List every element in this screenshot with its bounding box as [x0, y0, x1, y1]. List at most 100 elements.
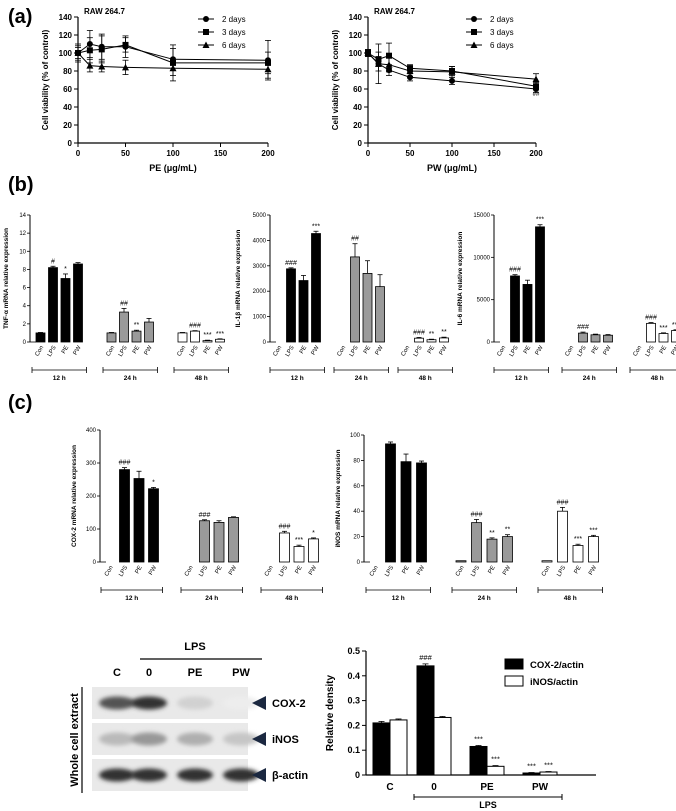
bar [298, 280, 309, 343]
marker-circle [449, 77, 455, 84]
y-tick-label: 40 [63, 103, 72, 112]
legend-label: 3 days [490, 28, 514, 37]
bar [557, 510, 568, 563]
significance-mark: ### [119, 460, 131, 467]
y-tick-label: 20 [63, 121, 72, 130]
blot-band [223, 768, 259, 782]
significance-mark: ** [441, 329, 447, 336]
bar [215, 338, 225, 343]
x-tick-label: 50 [406, 149, 415, 158]
marker-square [98, 46, 105, 53]
bar-48h-Con [177, 332, 188, 343]
blot-band [131, 732, 167, 746]
x-tick-label: PE [427, 345, 436, 355]
x-tick-label: 100 [166, 149, 180, 158]
bar-chart-c1: 0 100 200 300 400 COX-2 mRNA relative express… [71, 428, 323, 602]
group-label: 24 h [583, 375, 596, 382]
y-axis-label: IL-6 mRNA relative expression [457, 232, 464, 326]
bar-48h-LPS: ### [413, 329, 425, 343]
blot-strip-iNOS: iNOS [92, 723, 299, 755]
bar-12h-PE [298, 275, 309, 343]
marker-triangle [202, 41, 210, 48]
group-label: 48 h [195, 375, 208, 382]
x-tick-label: 200 [529, 149, 543, 158]
bar [279, 532, 290, 563]
x-tick-label: PE [295, 565, 304, 575]
series-triangle [74, 47, 272, 79]
bar-48h-PE: *** [293, 537, 305, 563]
bar [133, 478, 145, 563]
x-tick-label: PE [591, 345, 600, 355]
bar [60, 278, 71, 343]
bar-24h-PW [228, 516, 239, 563]
bar-24h-PE: ** [131, 322, 142, 343]
y-tick-label: 80 [353, 67, 362, 76]
bar [48, 267, 58, 343]
chart-title: RAW 264.7 [84, 7, 125, 16]
line-chart-a1: 0 20 40 60 80 100 120 140 0 50 100 150 200 RAW 264.7 P… [41, 7, 275, 173]
blot-strip-actin: β-actin [92, 759, 308, 791]
y-tick-label: 2000 [253, 289, 267, 295]
lps-header: LPS [184, 641, 205, 653]
band-label: β-actin [272, 770, 308, 782]
y-tick-label: 1000 [253, 315, 267, 321]
legend-label: 6 days [222, 41, 246, 50]
bar [293, 546, 305, 563]
bar [350, 256, 360, 343]
blot-band [99, 696, 135, 710]
bar [539, 771, 558, 776]
group-label: 12 h [392, 595, 405, 602]
significance-mark: *** [527, 762, 536, 771]
x-tick-label: PE [215, 565, 224, 575]
x-tick-label: Con [273, 345, 284, 358]
significance-mark: *** [491, 755, 500, 764]
bar-24h-PW [375, 274, 385, 343]
x-tick-label: PW [603, 345, 613, 357]
blot-band [177, 768, 213, 782]
x-tick-label: PW [502, 565, 512, 577]
bar-12h-PW: * [148, 479, 159, 563]
x-tick-label: PE [135, 565, 144, 575]
significance-mark: *** [312, 223, 320, 230]
y-tick-label: 5000 [253, 213, 267, 219]
band-label: iNOS [272, 734, 299, 746]
x-tick-label: Con [497, 345, 508, 358]
bar [588, 536, 599, 563]
significance-mark: ### [413, 329, 425, 336]
x-tick-label: LPS [349, 345, 360, 358]
y-tick-label: 100 [86, 527, 97, 533]
bar-24h-PE: ** [486, 530, 498, 563]
x-tick-label: LPS [577, 345, 588, 358]
x-tick-label: Con [264, 565, 275, 578]
lps-group-label: LPS [479, 800, 497, 810]
bar-12h-PW [416, 460, 427, 563]
bar [400, 461, 412, 563]
bar-24h-Con [106, 332, 117, 343]
marker-circle [203, 16, 209, 22]
bar [455, 560, 467, 563]
bar [389, 719, 408, 776]
bar [603, 334, 613, 343]
marker-triangle [122, 63, 129, 71]
y-tick-label: 0.5 [347, 646, 360, 656]
x-tick-label: PE [480, 782, 494, 793]
band-arrow-icon [252, 696, 266, 710]
significance-mark: ### [279, 523, 291, 530]
significance-mark: ### [577, 324, 589, 331]
bar-24h-PW [603, 334, 613, 343]
bar-12h-PW: *** [535, 217, 545, 343]
significance-mark: *** [295, 537, 303, 544]
significance-mark: ** [505, 527, 511, 534]
bar [471, 522, 482, 563]
blot-band [99, 768, 135, 782]
x-tick-label: PE [132, 345, 141, 355]
marker-triangle [74, 49, 82, 56]
x-tick-label: PW [215, 345, 225, 357]
bar-24h-PE [213, 520, 225, 563]
group-label: 24 h [124, 375, 137, 382]
y-axis-label: COX-2 mRNA relative expression [71, 445, 78, 547]
x-tick-label: PW [588, 565, 598, 577]
western-blot: LPS C 0 PE PW Whole cell extract COX-2 iNOS β-ac… [69, 641, 308, 793]
significance-mark: *** [203, 332, 211, 339]
bar [486, 765, 505, 776]
